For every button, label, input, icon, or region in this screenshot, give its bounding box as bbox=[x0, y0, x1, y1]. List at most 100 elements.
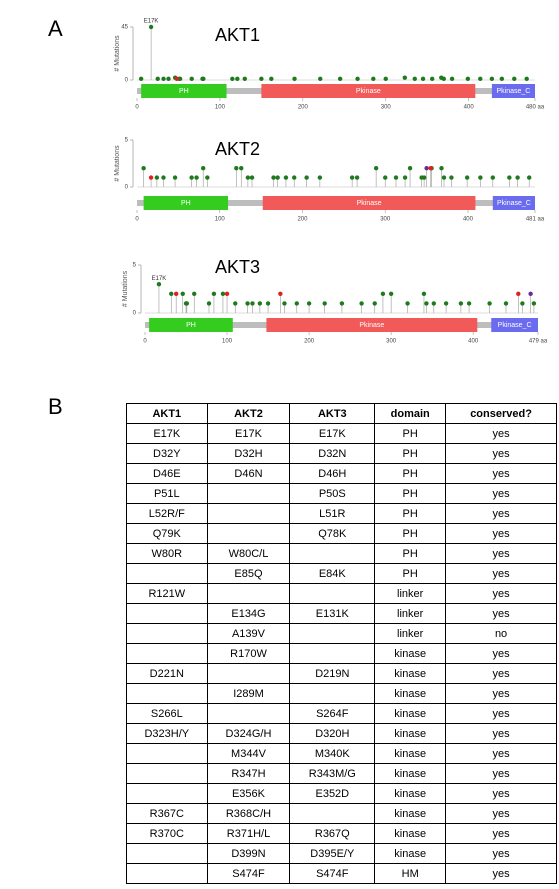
x-tick-label: 100 bbox=[222, 339, 233, 345]
domain bbox=[141, 84, 227, 98]
lollipop-head bbox=[431, 301, 437, 306]
table-cell: yes bbox=[445, 763, 557, 784]
table-cell: L52R/F bbox=[126, 503, 208, 524]
table-cell: R347H bbox=[206, 763, 291, 784]
lollipop-head bbox=[318, 76, 323, 82]
table-cell: yes bbox=[445, 783, 557, 804]
lollipop-head bbox=[249, 175, 255, 180]
x-tick-label: 300 bbox=[381, 105, 392, 111]
table-cell: W80R bbox=[126, 543, 208, 564]
table-cell: P51L bbox=[126, 483, 208, 504]
lollipop-head bbox=[388, 291, 394, 296]
table-cell: S266L bbox=[126, 703, 208, 724]
lollipop-head bbox=[380, 291, 386, 296]
x-tick-label: 0 bbox=[143, 339, 147, 345]
table-cell: D46H bbox=[289, 463, 376, 484]
lollipop-head bbox=[383, 175, 388, 180]
table-cell: R368C/H bbox=[206, 803, 291, 824]
table-cell: E134G bbox=[206, 603, 291, 624]
plot-title: AKT3 bbox=[215, 257, 260, 277]
table-cell: yes bbox=[445, 843, 557, 864]
table-cell: PH bbox=[374, 463, 447, 484]
lollipop-head bbox=[271, 175, 276, 180]
lollipop-head bbox=[428, 166, 433, 171]
lollipop-head bbox=[373, 166, 379, 171]
table-cell: E17K bbox=[206, 423, 291, 444]
domain-label: PH bbox=[179, 88, 189, 95]
table-cell: D399N bbox=[206, 843, 291, 864]
y-tick-label: 0 bbox=[125, 185, 129, 191]
lollipop-head bbox=[402, 175, 408, 180]
table-cell: D320H bbox=[289, 723, 376, 744]
lollipop-head bbox=[322, 301, 327, 306]
table-cell: E17K bbox=[126, 423, 208, 444]
lollipop-head bbox=[420, 76, 426, 82]
table-cell: M340K bbox=[289, 743, 376, 764]
y-tick-label: 0 bbox=[125, 78, 129, 84]
lollipop-head bbox=[393, 175, 399, 180]
lollipop-head bbox=[189, 175, 194, 180]
table-row: D399N D395E/Y kinase yes bbox=[126, 843, 557, 864]
x-tick-label: 400 bbox=[463, 217, 474, 223]
table-cell: D323H/Y bbox=[126, 723, 208, 744]
x-tick-label: 200 bbox=[298, 105, 309, 111]
lollipop-head bbox=[499, 76, 505, 82]
table-cell bbox=[126, 683, 208, 704]
x-tick-label: 481 aa bbox=[526, 217, 545, 223]
lollipop-head bbox=[138, 76, 144, 82]
lollipop-head bbox=[177, 76, 183, 82]
x-tick-label: 200 bbox=[304, 339, 315, 345]
table-row: A139V linker no bbox=[126, 623, 557, 644]
lollipop-head bbox=[306, 301, 312, 306]
table-cell: yes bbox=[445, 443, 557, 464]
table-cell: W80C/L bbox=[206, 543, 291, 564]
table-cell: yes bbox=[445, 523, 557, 544]
lollipop-head bbox=[337, 76, 343, 82]
table-cell: R367C bbox=[126, 803, 208, 824]
lollipop-head bbox=[180, 291, 185, 296]
table-cell: kinase bbox=[374, 823, 447, 844]
lollipop-head bbox=[189, 76, 194, 82]
table-row: M344V M340K kinase yes bbox=[126, 743, 557, 764]
table-cell bbox=[206, 503, 291, 524]
lollipop-head bbox=[449, 175, 454, 180]
lollipop-head bbox=[531, 301, 537, 306]
table-cell: D46N bbox=[206, 463, 291, 484]
lollipop-head bbox=[220, 291, 226, 296]
table-row: D32Y D32H D32N PH yes bbox=[126, 443, 557, 464]
lollipop-head bbox=[317, 175, 323, 180]
lollipop-head bbox=[201, 76, 206, 82]
lollipop-head bbox=[200, 166, 206, 171]
lollipop-head bbox=[224, 291, 230, 296]
lollipop-head bbox=[234, 166, 239, 171]
lollipop-head bbox=[443, 301, 449, 306]
lollipop-head bbox=[489, 76, 495, 82]
lollipop-head bbox=[441, 175, 447, 180]
lollipop-head bbox=[339, 301, 345, 306]
table-row: R370C R371H/L R367Q kinase yes bbox=[126, 823, 557, 844]
lollipop-head bbox=[265, 301, 271, 306]
lollipop-head bbox=[528, 291, 533, 296]
lollipop-head bbox=[349, 175, 355, 180]
table-cell: no bbox=[445, 623, 557, 644]
table-cell: PH bbox=[374, 423, 447, 444]
lollipop-head bbox=[292, 76, 297, 82]
table-cell: M344V bbox=[206, 743, 291, 764]
table-cell: R121W bbox=[126, 583, 208, 604]
annotation: E17K bbox=[152, 276, 167, 282]
table-row: L52R/F L51R PH yes bbox=[126, 503, 557, 524]
table-cell: Q78K bbox=[289, 523, 376, 544]
table-header: AKT1 AKT2 AKT3 domain conserved? bbox=[126, 403, 557, 424]
table-cell bbox=[126, 783, 208, 804]
lollipop-head bbox=[172, 175, 178, 180]
lollipop-head bbox=[233, 301, 238, 306]
lollipop-head bbox=[372, 301, 377, 306]
lollipop-head bbox=[269, 76, 274, 82]
table-row: D323H/Y D324G/H D320H kinase yes bbox=[126, 723, 557, 744]
lollipop-head bbox=[402, 75, 408, 80]
table-row: R347H R343M/G kinase yes bbox=[126, 763, 557, 784]
table-cell: linker bbox=[374, 623, 447, 644]
table-cell: AKT3 bbox=[289, 403, 376, 424]
table-cell bbox=[126, 643, 208, 664]
